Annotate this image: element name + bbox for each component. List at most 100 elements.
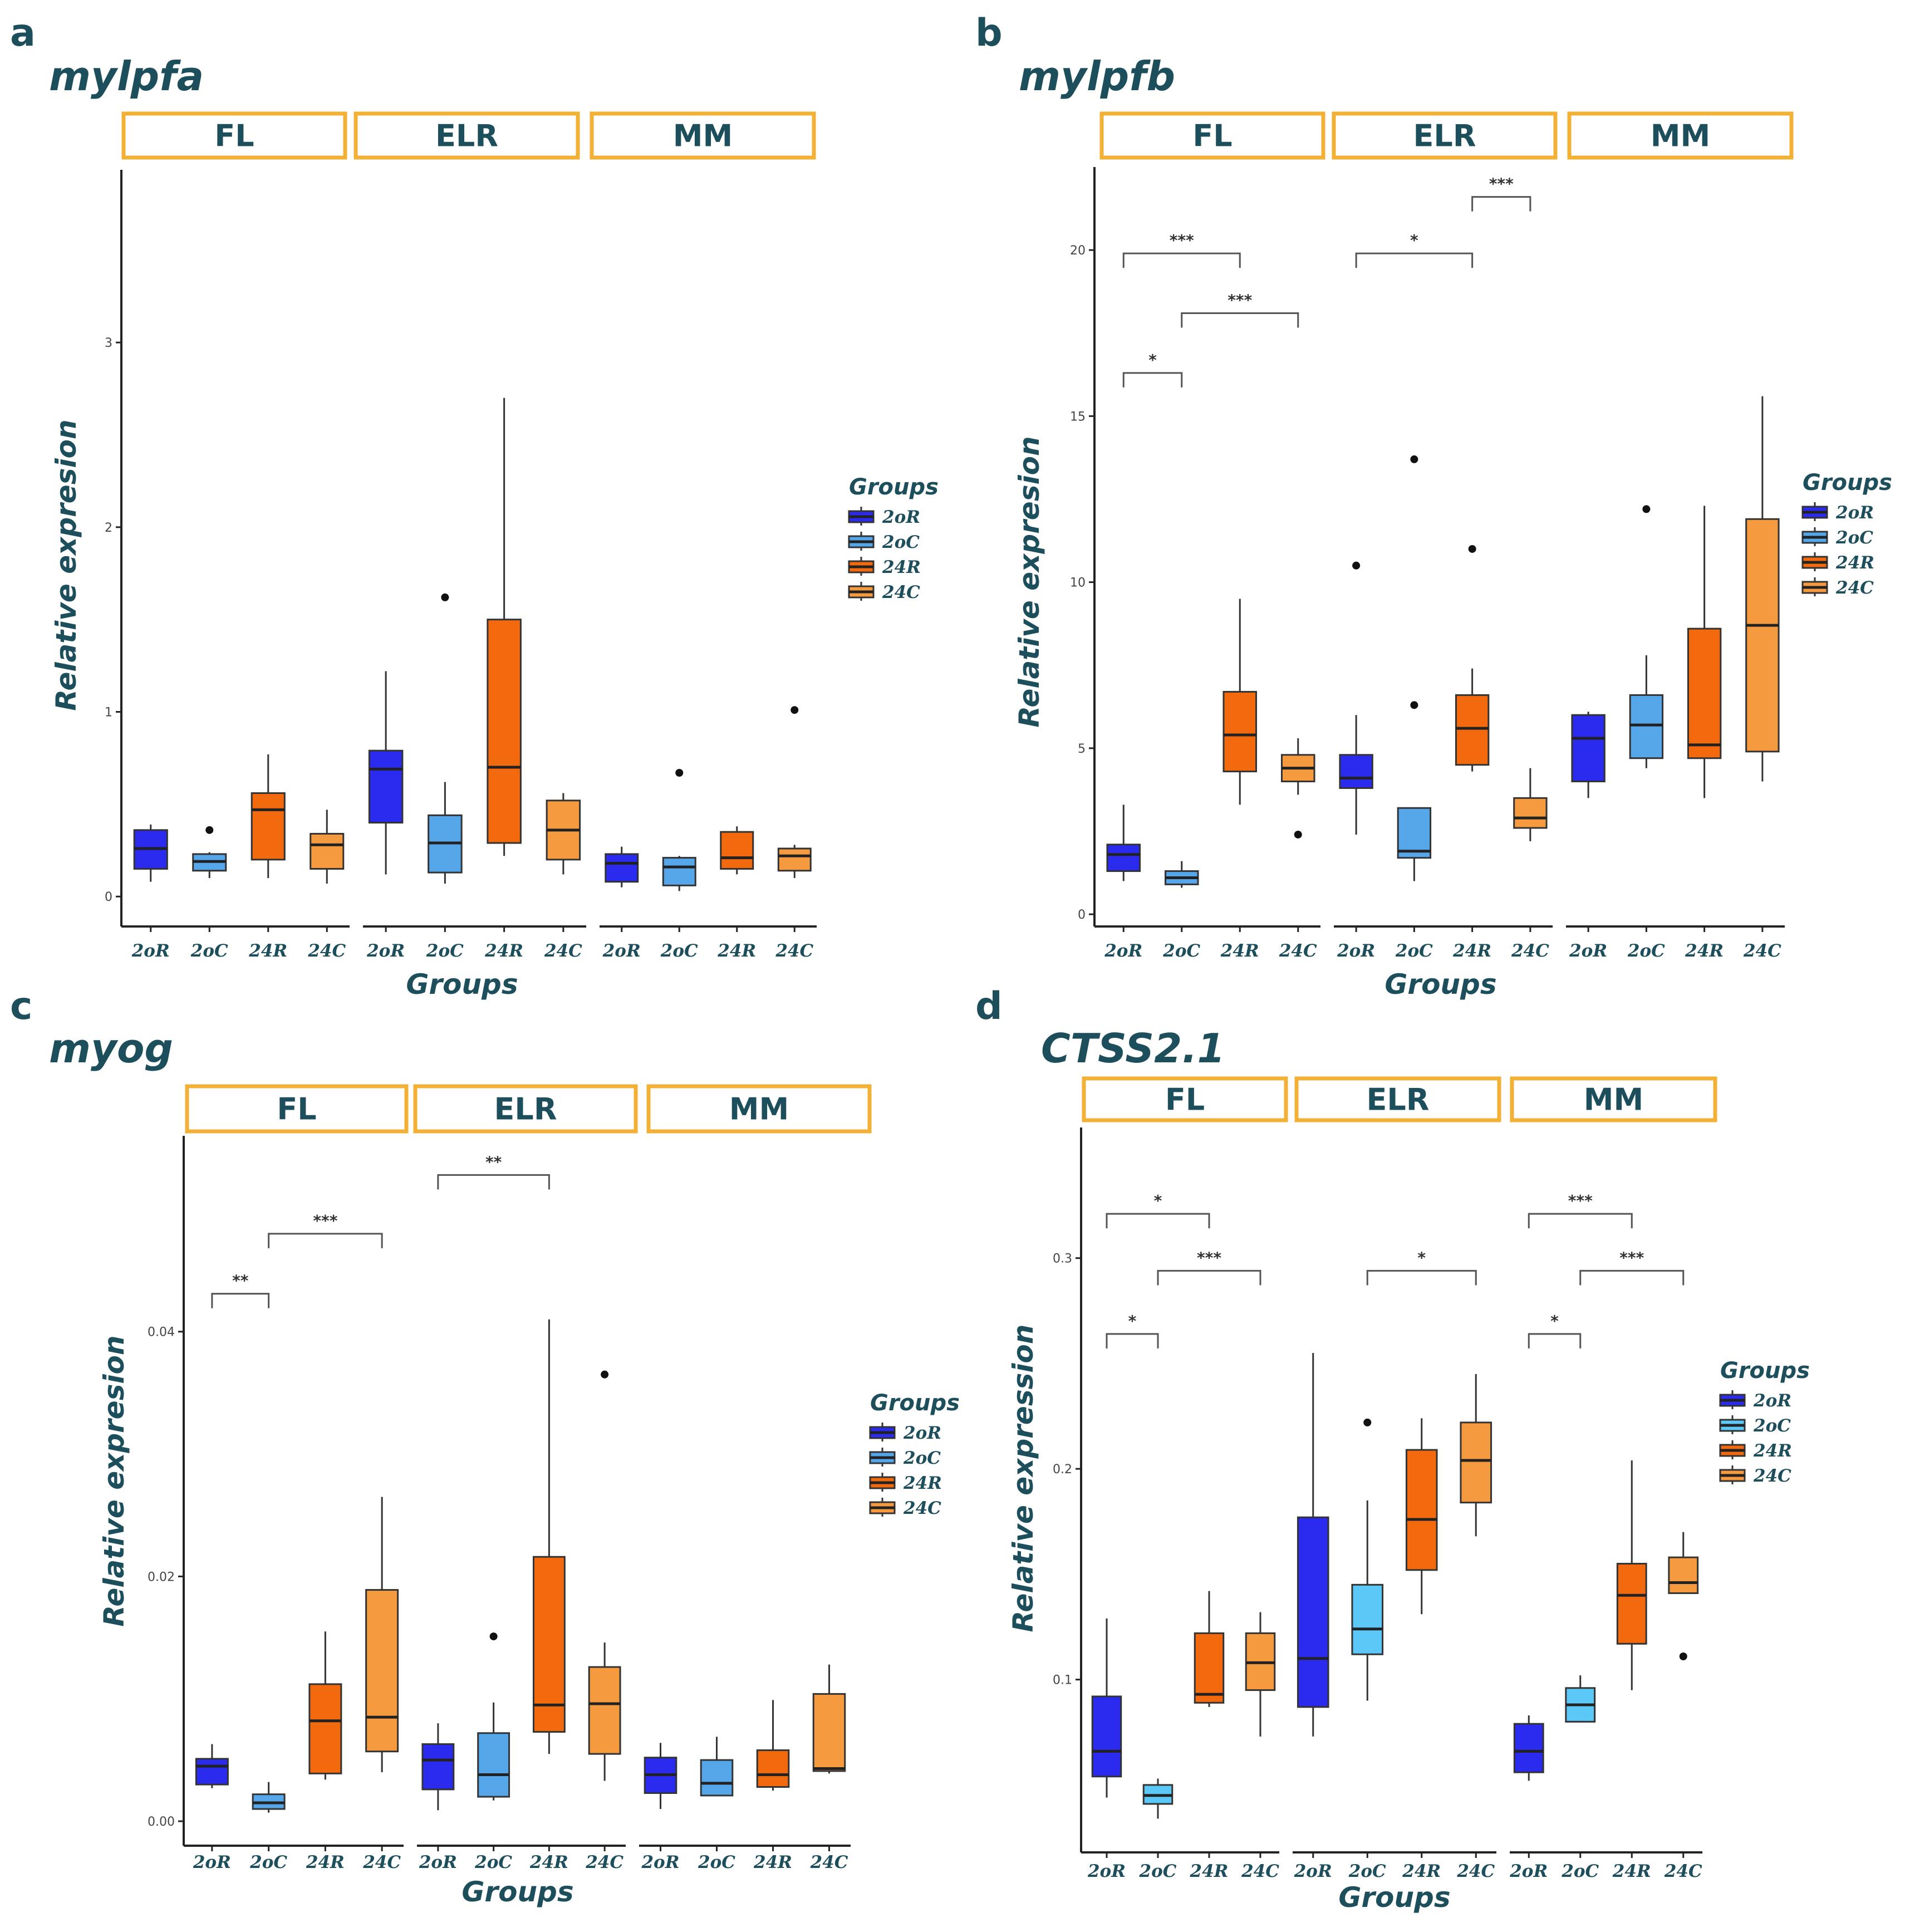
legend-label: 24R xyxy=(1753,1441,1792,1461)
box-iqr xyxy=(1513,1723,1544,1773)
x-tick-label: 24C xyxy=(1241,1861,1279,1881)
legend-label: 2oR xyxy=(882,507,920,527)
facet-label-fl: FL xyxy=(1192,119,1232,154)
facet-strip-mm xyxy=(1567,111,1794,160)
box-iqr xyxy=(662,857,696,886)
outlier-point xyxy=(205,826,214,834)
box-mm-24c xyxy=(1668,1532,1699,1661)
legend-label: 24C xyxy=(1835,578,1874,598)
box-elr-20c xyxy=(428,593,463,884)
x-tick-label: 2oR xyxy=(131,941,170,961)
x-tick-label: 24R xyxy=(1612,1861,1651,1881)
bracket-line xyxy=(1528,1333,1582,1349)
box-iqr xyxy=(812,1693,846,1772)
legend-title: Groups xyxy=(849,474,939,500)
x-tick-label: 24R xyxy=(1190,1861,1229,1881)
box-fl-20c xyxy=(1142,1778,1174,1819)
box-iqr xyxy=(1513,797,1548,829)
box-mm-20r xyxy=(644,1743,677,1810)
box-iqr xyxy=(700,1759,734,1797)
facet-strip-fl xyxy=(121,111,347,160)
significance-label: *** xyxy=(1197,1248,1221,1267)
facet-label-elr: ELR xyxy=(494,1092,557,1127)
box-iqr xyxy=(1616,1562,1647,1645)
significance-label: *** xyxy=(1568,1191,1593,1210)
x-tick-label: 2oC xyxy=(1561,1861,1599,1881)
x-tick-label: 24C xyxy=(1664,1861,1702,1881)
box-iqr xyxy=(720,831,754,870)
x-tick-label: 24R xyxy=(1452,941,1491,961)
box-iqr xyxy=(421,1743,455,1791)
y-tick-label: 0 xyxy=(105,890,112,904)
legend-label: 2oC xyxy=(903,1448,941,1468)
x-tick-label: 2oR xyxy=(1087,1861,1126,1881)
box-fl-20c xyxy=(1164,861,1199,888)
facet-label-mm: MM xyxy=(673,119,733,154)
x-tick-label: 2oR xyxy=(419,1852,457,1872)
legend-label: 24R xyxy=(882,557,921,577)
outlier-point xyxy=(791,706,799,714)
box-iqr xyxy=(588,1666,621,1755)
outlier-point xyxy=(1410,701,1418,709)
box-iqr xyxy=(1106,844,1141,872)
facet-strip-mm xyxy=(590,111,816,160)
y-tick-label: 5 xyxy=(1078,742,1086,756)
box-iqr xyxy=(532,1556,566,1733)
box-elr-20c xyxy=(1351,1418,1384,1701)
significance-label: *** xyxy=(1489,175,1514,193)
facet-strip-mm xyxy=(1510,1076,1717,1122)
y-tick-label: 0.1 xyxy=(1053,1674,1072,1688)
legend-title: Groups xyxy=(1720,1358,1810,1384)
x-tick-label: 2oC xyxy=(426,941,464,961)
significance-bracket: *** xyxy=(1122,231,1241,268)
x-tick-label: 2oR xyxy=(602,941,641,961)
box-iqr xyxy=(1351,1583,1384,1655)
box-iqr xyxy=(310,832,345,870)
x-tick-label: 24C xyxy=(1511,941,1549,961)
legend-label: 2oR xyxy=(1835,503,1874,523)
legend-item-20r: 2oR xyxy=(1719,1390,1791,1411)
x-tick-label: 24C xyxy=(775,941,813,961)
legend-item-20r: 2oR xyxy=(869,1423,941,1443)
outlier-point xyxy=(489,1632,498,1641)
legend-label: 2oR xyxy=(903,1423,941,1443)
outlier-point xyxy=(601,1370,609,1379)
box-iqr xyxy=(487,619,522,844)
significance-bracket: *** xyxy=(1579,1248,1685,1286)
bracket-line xyxy=(1471,196,1531,212)
box-mm-24r xyxy=(1616,1460,1647,1690)
legend: Groups 2oR 2oC 24R 24C xyxy=(1719,1358,1810,1486)
box-mm-24r xyxy=(720,826,754,875)
significance-bracket: ** xyxy=(437,1153,550,1190)
x-tick-label: 24R xyxy=(306,1852,345,1872)
x-tick-label: 24C xyxy=(362,1852,401,1872)
facet-strip-elr xyxy=(1332,111,1558,160)
y-tick-label: 2 xyxy=(105,521,112,535)
bracket-line xyxy=(1106,1213,1210,1229)
box-iqr xyxy=(1194,1632,1225,1704)
x-tick-label: 2oC xyxy=(660,941,698,961)
box-iqr xyxy=(1687,627,1722,759)
box-mm-20c xyxy=(1629,505,1664,768)
x-axis-title: Groups xyxy=(1338,1881,1450,1914)
outlier-point xyxy=(1363,1418,1372,1426)
x-tick-label: 24C xyxy=(810,1852,848,1872)
outlier-point xyxy=(1352,561,1361,570)
bracket-line xyxy=(1181,312,1299,328)
x-tick-label: 2oC xyxy=(1395,941,1433,961)
box-elr-24r xyxy=(1455,545,1490,772)
significance-label: * xyxy=(1417,1248,1426,1267)
significance-label: *** xyxy=(1619,1248,1644,1267)
box-fl-24r xyxy=(308,1631,342,1780)
significance-label: *** xyxy=(313,1212,337,1230)
box-mm-20c xyxy=(700,1737,734,1797)
facet-label-mm: MM xyxy=(729,1092,789,1127)
facet-label-mm: MM xyxy=(1651,119,1710,154)
legend-item-20c: 2oC xyxy=(1719,1415,1791,1436)
significance-label: * xyxy=(1148,351,1157,369)
box-mm-20r xyxy=(605,846,639,887)
x-tick-label: 24R xyxy=(1220,941,1259,961)
outlier-point xyxy=(1410,455,1418,463)
significance-bracket: *** xyxy=(1157,1248,1261,1286)
